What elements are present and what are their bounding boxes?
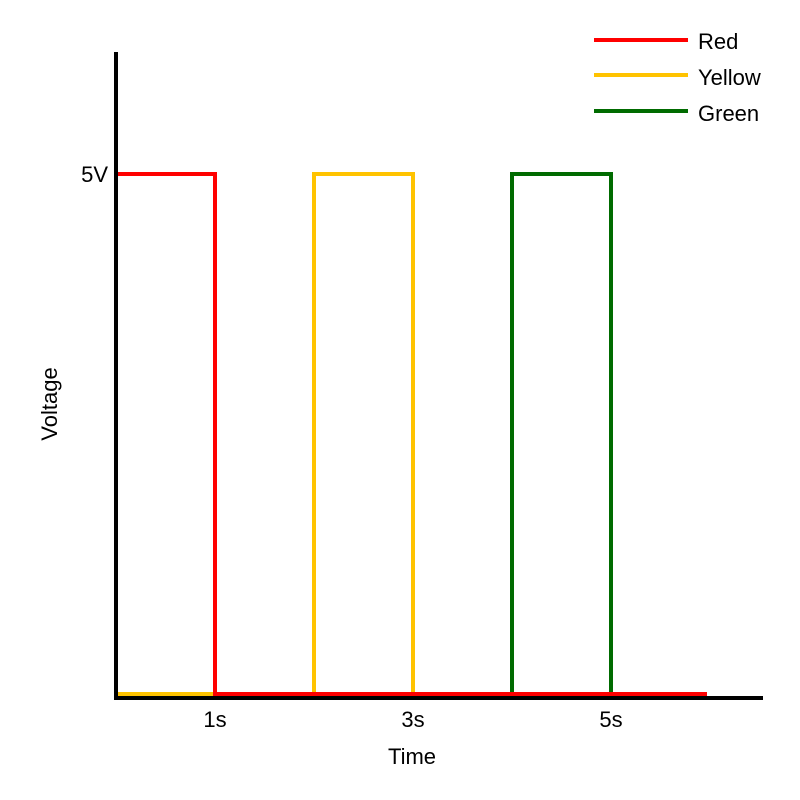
series-red [117, 172, 707, 696]
series-green [510, 172, 613, 694]
y-axis-label: Voltage [37, 367, 62, 440]
legend-label-yellow: Yellow [698, 65, 761, 90]
x-tick-5s: 5s [599, 707, 622, 732]
x-axis-label: Time [388, 744, 436, 769]
legend: Red Yellow Green [594, 29, 761, 126]
x-tick-3s: 3s [401, 707, 424, 732]
series-yellow [117, 172, 415, 696]
legend-label-green: Green [698, 101, 759, 126]
y-tick-5v: 5V [81, 162, 108, 187]
legend-label-red: Red [698, 29, 738, 54]
x-tick-1s: 1s [203, 707, 226, 732]
